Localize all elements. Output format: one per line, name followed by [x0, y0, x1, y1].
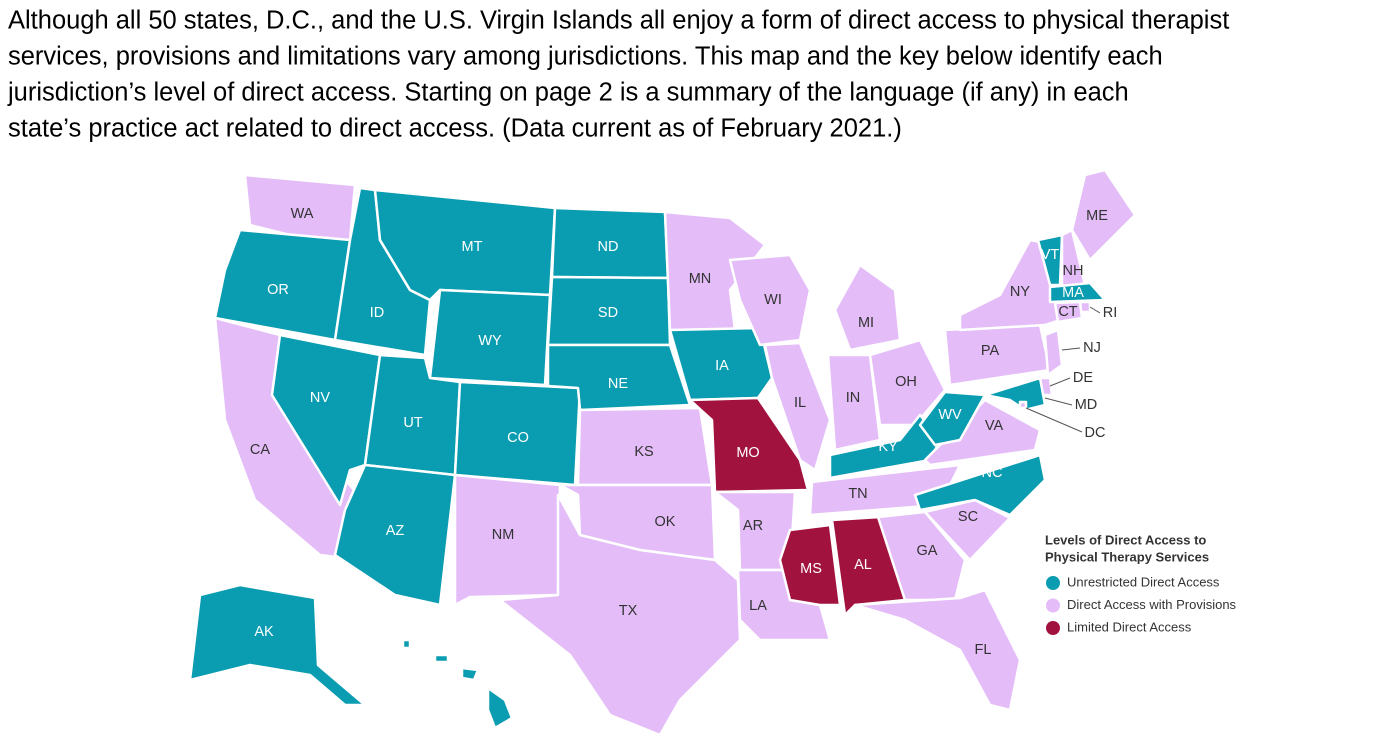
leader-line	[1049, 377, 1071, 387]
state	[833, 263, 902, 352]
state-label: FL	[975, 642, 992, 658]
state-label: UT	[403, 415, 422, 431]
state-label: NV	[310, 390, 330, 406]
intro-line: services, provisions and limitations var…	[8, 43, 1163, 71]
state-label: IL	[794, 395, 806, 411]
state	[1048, 281, 1107, 304]
state	[983, 376, 1047, 412]
state-label: VA	[985, 418, 1004, 434]
state-label: NJ	[1083, 340, 1101, 356]
state	[453, 473, 562, 607]
state-label: LA	[749, 598, 767, 614]
state	[778, 523, 842, 607]
state-label: OH	[895, 374, 917, 390]
state-label: ID	[370, 305, 385, 321]
state-label: DE	[1073, 370, 1093, 386]
state-label: RI	[1103, 305, 1118, 321]
legend-label: Unrestricted Direct Access	[1067, 574, 1220, 589]
legend: Levels of Direct Access to Physical Ther…	[1045, 532, 1237, 635]
state-label: SD	[598, 305, 618, 321]
state	[876, 510, 967, 602]
leader-line	[1025, 407, 1083, 433]
state-label: ND	[598, 239, 619, 255]
state-label: MO	[736, 445, 759, 461]
state-labels: WA OR CA ID NV MT WY UT AZ CO NM ND SD NE KS OK TX MN IA MO…	[250, 206, 1117, 692]
state	[213, 228, 352, 342]
state-label: WI	[764, 292, 782, 308]
state-label: DC	[1085, 425, 1106, 441]
state	[868, 338, 947, 427]
state-label: TX	[619, 603, 638, 619]
state-label: CA	[250, 442, 270, 458]
state-label: AK	[254, 624, 274, 640]
state-label: ME	[1086, 208, 1108, 224]
state	[918, 390, 987, 447]
state-label: WV	[938, 407, 962, 423]
leader-line	[1044, 397, 1073, 406]
state-label: GA	[917, 543, 938, 559]
state-label: CT	[1058, 304, 1077, 320]
state	[826, 353, 882, 452]
state-label: MA	[1062, 285, 1084, 301]
legend-label: Direct Access with Provisions	[1067, 597, 1237, 612]
state-label: MD	[1075, 397, 1098, 413]
state	[1053, 300, 1084, 324]
intro-line: Although all 50 states, D.C., and the U.…	[8, 7, 1229, 35]
leader-line	[1089, 306, 1101, 314]
state	[913, 453, 1047, 517]
state	[853, 588, 1022, 712]
state-label: AL	[854, 557, 872, 573]
state-label: OR	[267, 282, 289, 298]
state-label: KS	[634, 444, 653, 460]
state-label: OK	[655, 514, 676, 530]
state-label: PA	[981, 343, 1000, 359]
state	[1070, 168, 1137, 262]
leader-line	[1061, 347, 1081, 351]
state-label: NC	[982, 465, 1003, 481]
state-label: NE	[608, 376, 628, 392]
state-label: WA	[291, 206, 314, 222]
legend-swatch	[1046, 621, 1060, 635]
state	[188, 583, 367, 707]
state-label: TN	[848, 486, 867, 502]
legend-title: Physical Therapy Services	[1045, 549, 1209, 564]
state	[401, 638, 514, 730]
state-label: AZ	[386, 523, 405, 539]
state-label: MS	[800, 561, 822, 577]
intro-line: jurisdiction’s level of direct access. S…	[7, 79, 1129, 107]
legend-swatch	[1046, 598, 1060, 613]
state-label: MI	[858, 315, 874, 331]
state-label: MN	[689, 271, 712, 287]
state	[763, 341, 832, 472]
state-label: MT	[462, 239, 483, 255]
legend-swatch	[1046, 576, 1060, 590]
state-label: SC	[958, 509, 978, 525]
state-label: AR	[743, 518, 763, 534]
state	[498, 493, 742, 737]
state-label: WY	[478, 333, 502, 349]
states	[188, 168, 1137, 737]
state	[688, 396, 810, 494]
state-label: VT	[1041, 247, 1060, 263]
state-label: HI	[438, 676, 453, 692]
state	[1043, 328, 1064, 377]
state-label: IA	[715, 358, 729, 374]
state-label: KY	[878, 439, 898, 455]
state-label: NY	[1010, 284, 1030, 300]
legend-title: Levels of Direct Access to	[1045, 532, 1206, 547]
intro-line: state’s practice act related to direct a…	[8, 115, 902, 143]
state	[668, 326, 774, 402]
state-label: CO	[507, 430, 529, 446]
state-label: IN	[846, 390, 861, 406]
state	[1018, 400, 1028, 410]
legend-label: Limited Direct Access	[1067, 619, 1192, 634]
state-label: NM	[492, 527, 515, 543]
state	[728, 253, 812, 347]
state-label: NH	[1063, 263, 1084, 279]
